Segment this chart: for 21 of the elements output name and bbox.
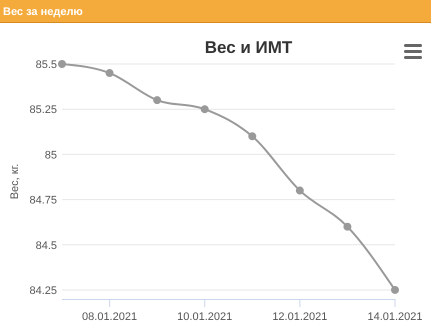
chart-title: Вес за неделю [3, 6, 83, 18]
point [58, 60, 66, 68]
x-tick-label: 10.01.2021 [177, 311, 232, 323]
y-tick-label: 84.75 [29, 194, 57, 207]
y-tick-label: 84.5 [36, 240, 57, 252]
point [391, 286, 399, 294]
x-tick-label: 14.01.2021 [367, 311, 423, 323]
y-tick-label: 85.25 [29, 104, 57, 116]
point [248, 132, 256, 140]
y-axis-title: Вес, кг. [9, 164, 21, 200]
y-tick-label: 85 [44, 149, 57, 162]
y-tick-label: 84.25 [29, 284, 57, 297]
y-tick-label: 85.5 [36, 59, 57, 71]
x-tick-label: 08.01.2021 [82, 311, 138, 323]
x-tick-label: 12.01.2021 [272, 311, 328, 323]
point [200, 105, 209, 114]
point [106, 69, 114, 78]
chart-subtitle: Вес и ИМТ [204, 38, 293, 57]
point [343, 222, 352, 231]
point [153, 96, 162, 104]
point [296, 186, 304, 195]
